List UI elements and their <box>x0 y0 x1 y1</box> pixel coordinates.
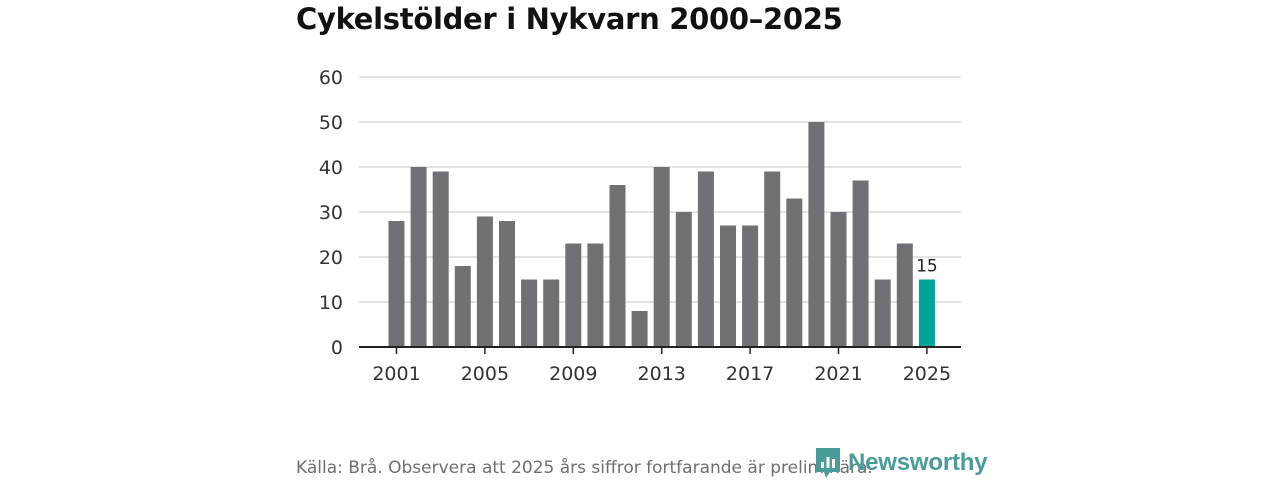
x-axis-ticks: 2001 2005 2009 2013 2017 2021 2025 <box>372 347 951 385</box>
bar-2008 <box>543 279 560 347</box>
x-tick-label: 2005 <box>461 363 509 385</box>
bar-2020 <box>808 122 825 347</box>
bar-2010 <box>587 243 604 347</box>
bar-2021 <box>830 212 847 347</box>
bar-2015 <box>697 171 714 347</box>
bar-2022 <box>852 180 869 347</box>
y-axis-tick-labels: 0 10 20 30 40 50 60 <box>319 67 343 359</box>
bar-2016 <box>720 225 736 347</box>
bar-2003 <box>432 171 449 347</box>
x-tick-label: 2009 <box>549 363 597 385</box>
x-tick-label: 2021 <box>814 363 862 385</box>
source-note: Källa: Brå. Observera att 2025 års siffr… <box>296 458 873 478</box>
bar-2006 <box>499 221 515 347</box>
bar-2007 <box>521 279 538 347</box>
bar-2018 <box>764 171 781 347</box>
bar-2005 <box>476 216 493 347</box>
chart-title: Cykelstölder i Nykvarn 2000–2025 <box>296 2 843 36</box>
y-tick-label: 10 <box>319 292 343 314</box>
bar-2017 <box>742 225 759 347</box>
y-tick-label: 30 <box>319 202 343 224</box>
data-label-2025: 15 <box>916 257 938 277</box>
x-tick-label: 2017 <box>726 363 774 385</box>
bar-2019 <box>786 198 803 347</box>
newsworthy-logo-icon <box>816 448 840 478</box>
y-tick-label: 0 <box>331 337 343 359</box>
bar-2013 <box>653 167 670 347</box>
x-tick-label: 2013 <box>638 363 686 385</box>
bar-2009 <box>565 243 582 347</box>
y-tick-label: 40 <box>319 157 343 179</box>
bar-2002 <box>410 167 427 347</box>
brand-name: Newsworthy <box>848 449 988 476</box>
bar-2024 <box>896 243 913 347</box>
y-tick-label: 50 <box>319 112 343 134</box>
bar-2004 <box>454 266 471 347</box>
brand-logo[interactable]: Newsworthy <box>814 446 988 480</box>
bar-2012 <box>631 311 648 347</box>
data-labels: 15 <box>916 257 938 277</box>
bar-2011 <box>609 185 626 347</box>
bar-2014 <box>675 212 692 347</box>
bar-2001 <box>388 221 405 347</box>
x-tick-label: 2025 <box>903 363 951 385</box>
y-tick-label: 60 <box>319 67 343 89</box>
bar-2023 <box>874 279 891 347</box>
bars <box>359 122 961 348</box>
x-tick-label: 2001 <box>372 363 420 385</box>
y-tick-label: 20 <box>319 247 343 269</box>
bar-2025 <box>918 279 935 347</box>
